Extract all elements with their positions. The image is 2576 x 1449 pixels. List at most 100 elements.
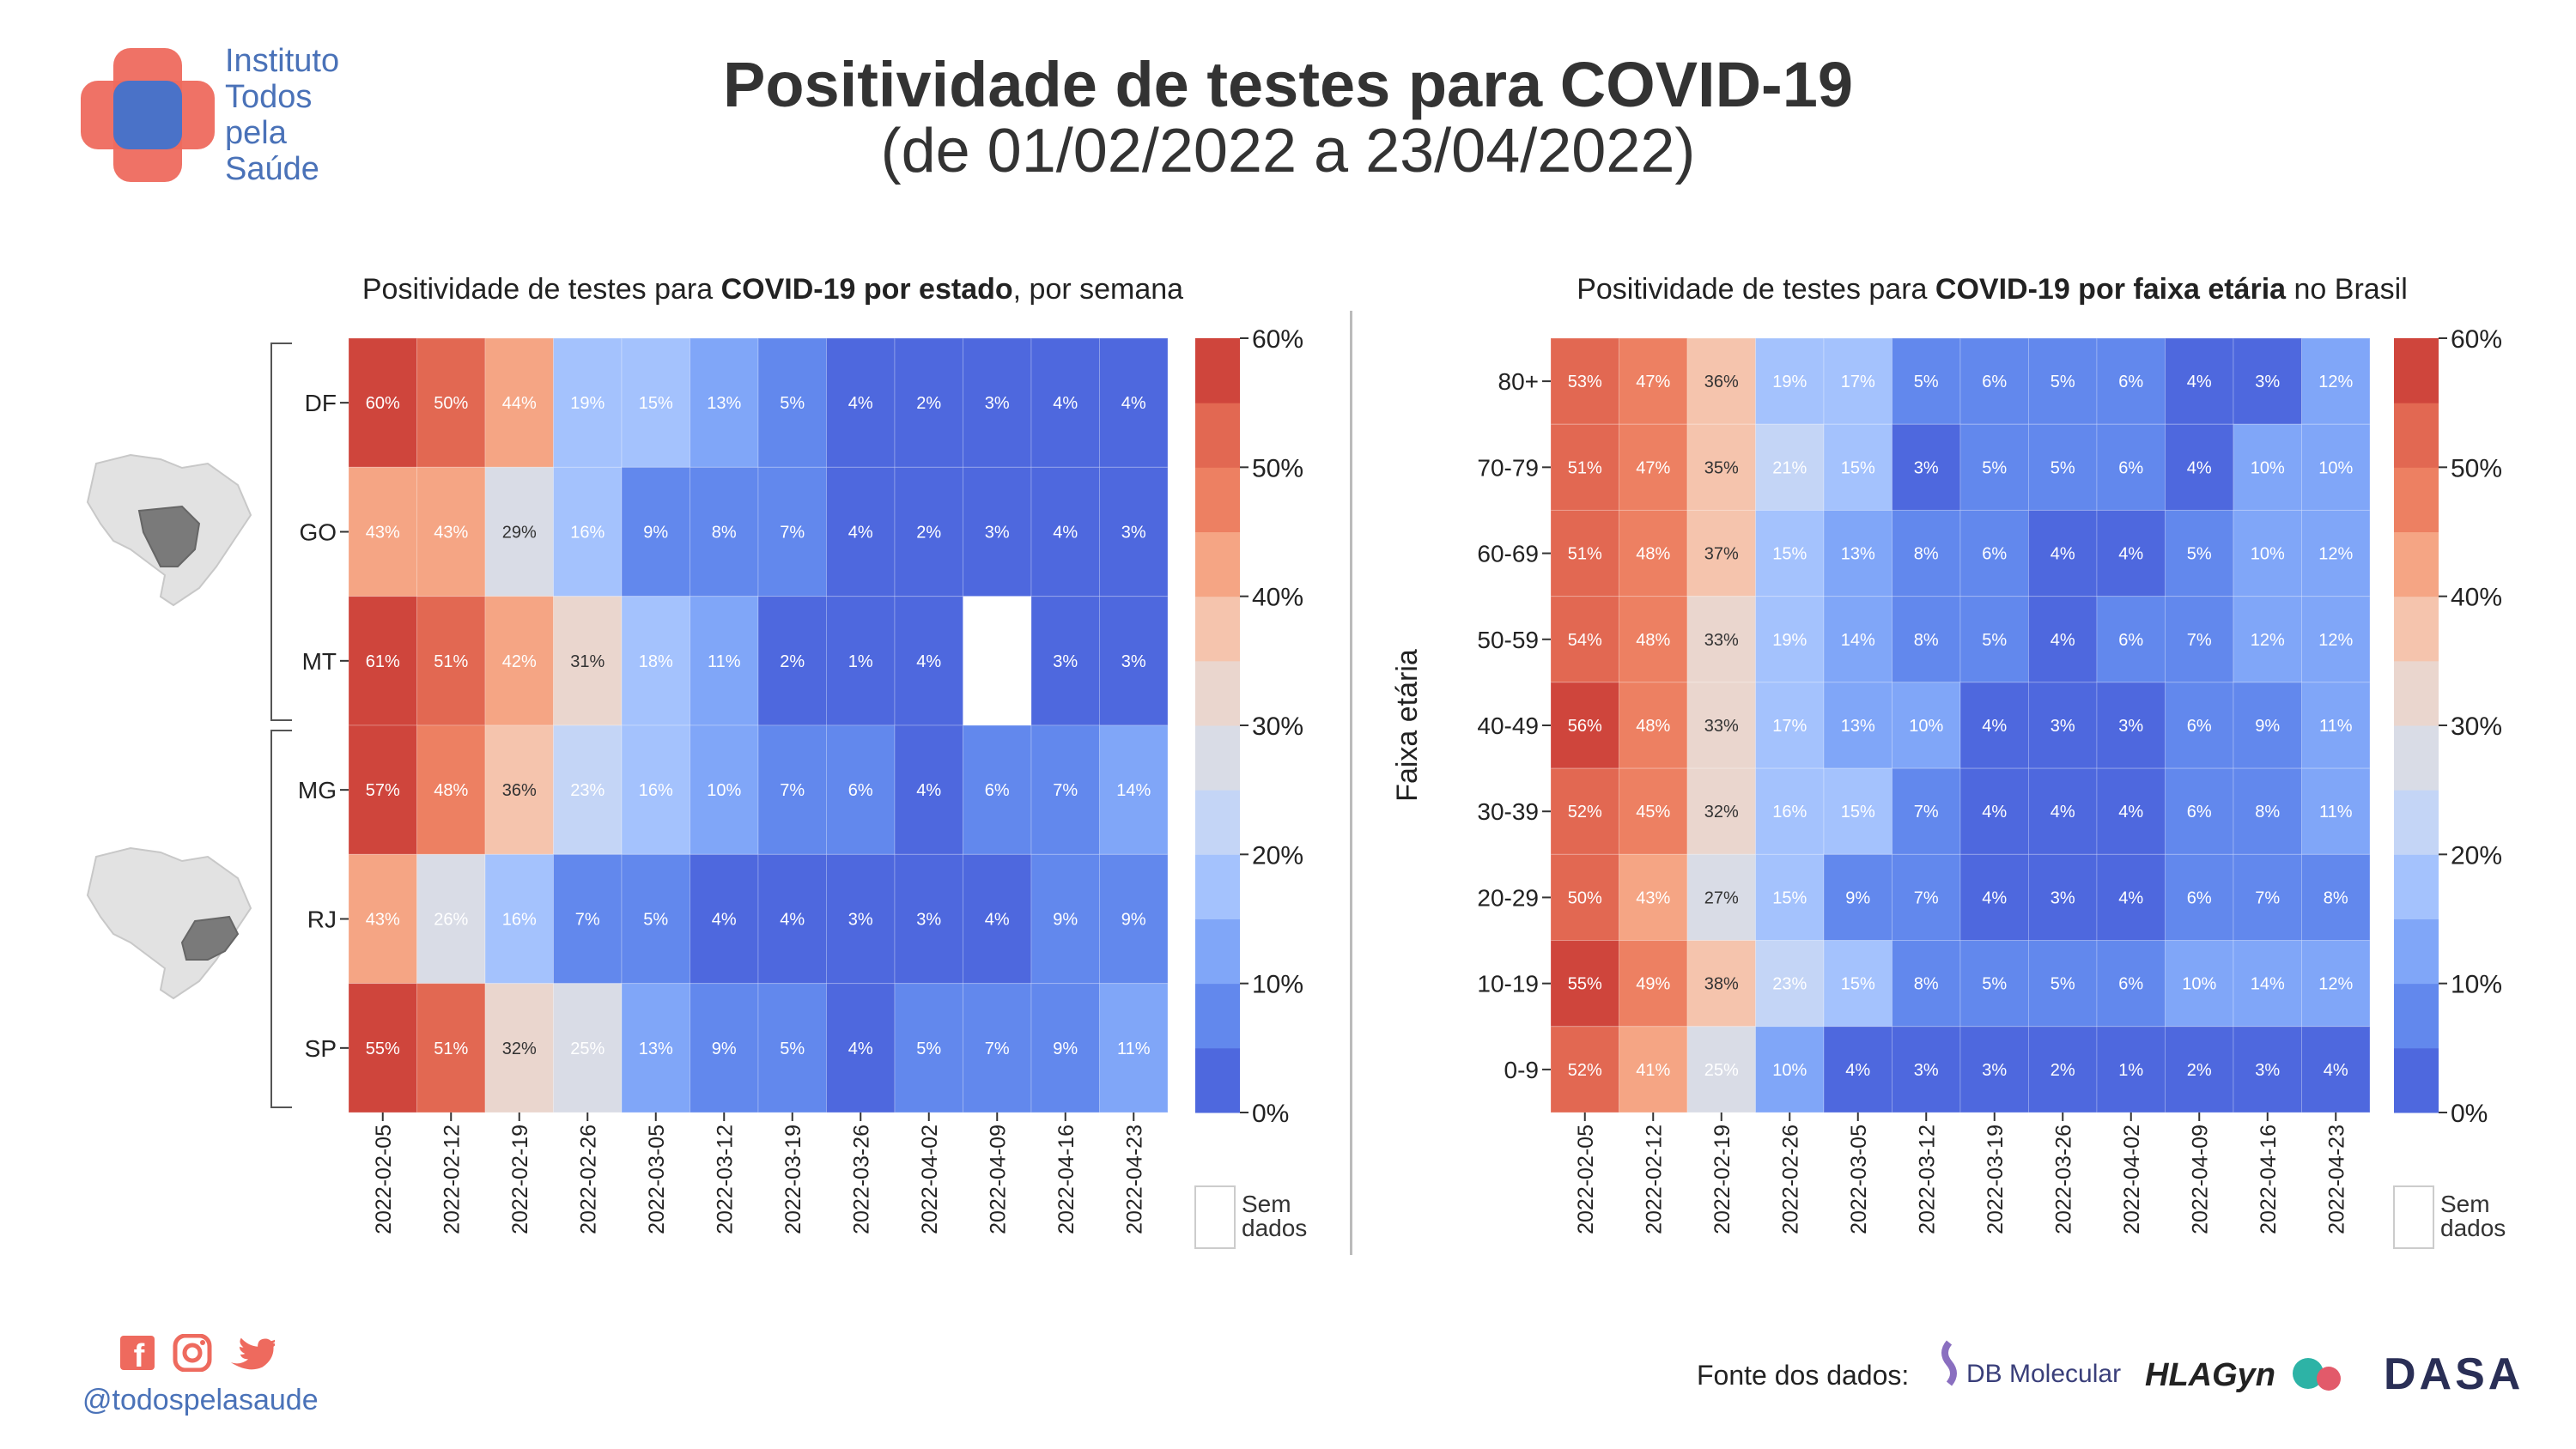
heatmap-1-cell-label: 7% (780, 781, 805, 800)
heatmap-1-cell-label: 16% (502, 911, 537, 930)
heatmap-1-cell-label: 16% (639, 781, 673, 800)
heatmap-2-cell (1686, 682, 1756, 769)
source-hlagyn-text: HLAGyn (2145, 1357, 2275, 1393)
heatmap-2-cell (1959, 940, 2029, 1028)
heatmap-2-cell-label: 4% (2187, 458, 2212, 477)
heatmap-1-cell (1030, 983, 1100, 1113)
heatmap-1-cell-label: 4% (848, 394, 873, 413)
heatmap-2-cell-label: 6% (2118, 975, 2143, 994)
heatmap-2-cell-label: 54% (1568, 631, 1602, 650)
heatmap-2-cell (2028, 682, 2098, 769)
heatmap-1-cell (1030, 596, 1100, 726)
heatmap-1-cell-label: 2% (780, 652, 805, 671)
heatmap-1-cell-label: 3% (1121, 524, 1146, 543)
y-tick-label: 20-29 (1477, 884, 1539, 911)
logo-text-3: pela (225, 115, 287, 151)
heatmap-2-cell (2165, 682, 2234, 769)
no-data-label-1: Sem (1242, 1191, 1291, 1217)
instagram-icon[interactable] (173, 1333, 212, 1373)
y-tick-label: 50-59 (1477, 627, 1539, 653)
source-logo-hlagyn: HLAGyn (2145, 1344, 2351, 1404)
heatmap-2-cell-label: 7% (1914, 803, 1939, 822)
heatmap-1-cell-label: 51% (434, 1040, 468, 1058)
page-subtitle: (de 01/02/2022 a 23/04/2022) (880, 117, 1696, 185)
heatmap-1-cell-label: 4% (848, 524, 873, 543)
chart-2-title-part-3: no Brasil (2286, 273, 2408, 306)
heatmap-2-cell-label: 10% (1772, 1061, 1807, 1080)
facebook-icon[interactable]: f (120, 1336, 155, 1374)
heatmap-1-cell-label: 4% (916, 652, 941, 671)
colorbar-segment (1195, 338, 1240, 403)
heatmap-2-cell-label: 3% (2255, 1061, 2280, 1080)
colorbar-tick-label: 0% (2451, 1100, 2488, 1128)
chart-2-title-part-2: COVID-19 por faixa etária (1935, 273, 2287, 306)
heatmap-2-cell-label: 19% (1772, 373, 1807, 391)
heatmap-2-cell (1959, 1026, 2029, 1113)
heatmap-2-cell-label: 3% (2050, 717, 2075, 736)
heatmap-2-cell (2165, 509, 2234, 597)
social-handle-link[interactable]: @todospelasaude (82, 1384, 319, 1416)
heatmap-2-cell (2165, 767, 2234, 855)
heatmap-2-cell-label: 13% (1841, 717, 1875, 736)
logo (81, 48, 215, 182)
colorbar-tick-label: 30% (2451, 712, 2502, 741)
heatmap-1-cell-label: 9% (1053, 911, 1078, 930)
heatmap-1-cell (894, 337, 963, 468)
heatmap-2-cell-label: 4% (2187, 373, 2212, 391)
group-bracket-sudeste (270, 730, 292, 1108)
heatmap-1-cell-label: 42% (502, 652, 537, 671)
heatmap-2-cell-label: 6% (2187, 803, 2212, 822)
heatmap-1-cell (757, 724, 827, 855)
no-data-label-2: dados (2440, 1215, 2506, 1241)
heatmap-2-cell-label: 12% (2251, 631, 2285, 650)
heatmap-2-cell (1892, 596, 1961, 683)
heatmap-1-cell (553, 337, 623, 468)
heatmap-2-cell (1823, 940, 1893, 1028)
heatmap-2-cell (2165, 596, 2234, 683)
source-label: Fonte dos dados: (1697, 1360, 1910, 1391)
twitter-icon[interactable] (230, 1337, 278, 1370)
heatmap-1-cell (1030, 337, 1100, 468)
logo-cross-icon (81, 48, 215, 182)
y-tick-label: 60-69 (1477, 541, 1539, 567)
heatmap-2-cell (1755, 1026, 1825, 1113)
colorbar-tick-label: 0% (1252, 1100, 1289, 1128)
heatmap-2-cell-label: 4% (2118, 803, 2143, 822)
heatmap-1-cell (963, 466, 1032, 597)
heatmap-1-cell (826, 983, 896, 1113)
heatmap-2-cell-label: 4% (1845, 1061, 1870, 1080)
colorbar-segment (1195, 919, 1240, 985)
y-tick-label: DF (305, 390, 337, 416)
heatmap-1-cell-label: 43% (434, 524, 468, 543)
heatmap-2-cell-label: 10% (2182, 975, 2216, 994)
heatmap-2-cell-label: 15% (1841, 803, 1875, 822)
heatmap-2-cell (1686, 596, 1756, 683)
heatmap-1-cell (553, 596, 623, 726)
heatmap-1-cell (963, 724, 1032, 855)
colorbar-segment (2394, 1047, 2439, 1113)
heatmap-1-cell (484, 853, 554, 985)
heatmap-2-cell-label: 4% (1982, 717, 2007, 736)
logo-text-1: Instituto (225, 43, 340, 79)
heatmap-2-cell-label: 10% (2251, 458, 2285, 477)
heatmap-1-cell-label: 4% (712, 911, 737, 930)
heatmap-2-cell (2301, 423, 2371, 511)
heatmap-2-cell-label: 4% (2050, 631, 2075, 650)
heatmap-2-cell (2096, 423, 2166, 511)
colorbar-segment (2394, 467, 2439, 532)
colorbar-segment (1195, 467, 1240, 532)
colorbar-segment (2394, 338, 2439, 403)
no-data-label-2: dados (1242, 1215, 1307, 1241)
heatmap-1-cell (348, 724, 417, 855)
heatmap-1-cell-label: 5% (916, 1040, 941, 1058)
heatmap-1-cell (826, 724, 896, 855)
colorbar-segment (1195, 403, 1240, 468)
heatmap-2-cell-label: 9% (1845, 888, 1870, 907)
heatmap-1-cell-label: 15% (639, 394, 673, 413)
heatmap-2-cell-label: 15% (1772, 888, 1807, 907)
colorbar-segment (1195, 596, 1240, 662)
y-tick-label: 30-39 (1477, 798, 1539, 825)
heatmap-1-cell-label: 4% (780, 911, 805, 930)
heatmap-1-cell-label: 3% (1053, 652, 1078, 671)
heatmap-1-cell (1030, 853, 1100, 985)
